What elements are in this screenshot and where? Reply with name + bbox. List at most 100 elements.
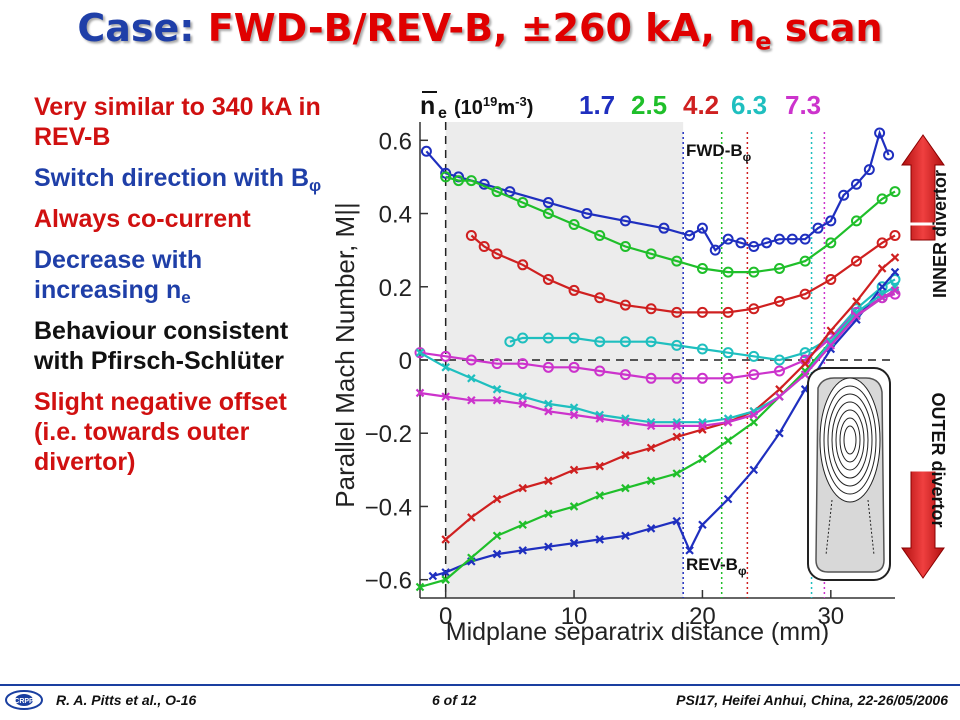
footer-author: R. A. Pitts et al., O-16 bbox=[56, 692, 197, 708]
data-point bbox=[621, 450, 630, 460]
data-point bbox=[621, 417, 630, 427]
data-point bbox=[420, 145, 432, 157]
data-point bbox=[542, 197, 554, 209]
bullet-6: Slight negative offset (i.e. towards out… bbox=[34, 387, 324, 477]
data-point bbox=[723, 494, 733, 504]
data-point bbox=[672, 516, 682, 526]
data-point bbox=[883, 149, 895, 161]
data-point bbox=[544, 476, 553, 486]
data-point bbox=[517, 197, 529, 209]
title-subscript: e bbox=[755, 27, 772, 56]
data-point bbox=[415, 348, 425, 357]
legend-unit-part: ) bbox=[527, 97, 534, 119]
series-fwd-b-2 bbox=[440, 171, 901, 278]
legend-value-1: 1.7 bbox=[579, 90, 615, 120]
data-point bbox=[698, 421, 707, 431]
annotation-subscript: φ bbox=[743, 150, 752, 164]
legend-value-4: 6.3 bbox=[731, 90, 767, 120]
data-point bbox=[696, 306, 708, 318]
data-point bbox=[645, 336, 657, 348]
y-axis-label: Parallel Mach Number, M|| bbox=[330, 202, 360, 507]
flux-surface bbox=[819, 377, 881, 503]
data-point bbox=[619, 369, 631, 381]
data-point bbox=[478, 240, 490, 252]
data-point bbox=[775, 392, 784, 401]
data-point bbox=[517, 259, 529, 271]
data-point bbox=[594, 292, 606, 304]
data-point bbox=[441, 575, 450, 584]
data-point bbox=[428, 571, 438, 581]
y-tick-label: 0.2 bbox=[379, 275, 412, 302]
series-fwd-b-1 bbox=[420, 127, 895, 256]
data-point bbox=[544, 509, 553, 519]
data-point bbox=[723, 436, 733, 445]
data-point bbox=[876, 193, 888, 205]
bullet-subscript: e bbox=[181, 288, 191, 307]
flux-surface bbox=[823, 385, 877, 495]
data-point bbox=[890, 253, 900, 262]
data-point bbox=[890, 286, 900, 295]
data-point bbox=[773, 354, 785, 366]
data-point bbox=[876, 281, 888, 293]
legend-subscript: e bbox=[438, 105, 447, 122]
data-point bbox=[773, 233, 785, 245]
data-point bbox=[825, 215, 837, 227]
svg-text:CRPP: CRPP bbox=[14, 698, 34, 705]
data-point bbox=[492, 395, 502, 405]
data-point bbox=[542, 332, 554, 344]
data-point bbox=[748, 240, 760, 252]
data-point bbox=[748, 303, 760, 315]
data-point bbox=[775, 385, 784, 394]
data-point bbox=[850, 215, 862, 227]
data-point bbox=[595, 461, 605, 471]
data-point bbox=[748, 350, 760, 362]
data-point bbox=[826, 341, 836, 350]
data-point bbox=[722, 233, 734, 245]
data-point bbox=[569, 502, 579, 511]
page-title: Case: FWD-B/REV-B, ±260 kA, ne scan bbox=[0, 2, 960, 68]
y-tick-label: −0.2 bbox=[365, 421, 412, 448]
data-point bbox=[492, 531, 502, 541]
data-point bbox=[799, 255, 811, 267]
density-legend: n e (1019m-3) 1.7 2.5 4.2 6.3 7.3 bbox=[420, 90, 821, 122]
data-point bbox=[517, 332, 529, 344]
data-point bbox=[877, 293, 887, 303]
data-point bbox=[414, 347, 426, 359]
data-point bbox=[645, 303, 657, 315]
series-rev-b-10 bbox=[415, 286, 900, 431]
bullet-text: Switch direction with B bbox=[34, 164, 310, 192]
data-point bbox=[877, 282, 887, 292]
data-point bbox=[852, 311, 861, 321]
data-point bbox=[672, 421, 682, 431]
data-point bbox=[569, 538, 579, 548]
data-point bbox=[568, 361, 580, 373]
data-point bbox=[671, 372, 683, 384]
outer-divertor-arrow-icon bbox=[901, 469, 945, 579]
annotation-rev-b: REV-Bφ bbox=[686, 555, 747, 578]
data-point bbox=[722, 372, 734, 384]
data-point bbox=[441, 568, 450, 577]
data-point bbox=[518, 520, 527, 530]
data-point bbox=[568, 332, 580, 344]
annotation-subscript: φ bbox=[738, 564, 747, 578]
title-prefix: Case: bbox=[77, 6, 195, 50]
data-point bbox=[467, 374, 476, 383]
data-point bbox=[465, 354, 477, 366]
data-point bbox=[799, 233, 811, 245]
data-point bbox=[799, 288, 811, 300]
data-point bbox=[890, 267, 900, 277]
legend-symbol: n bbox=[420, 92, 435, 120]
data-point bbox=[441, 535, 450, 544]
data-point bbox=[542, 361, 554, 373]
data-point bbox=[889, 186, 901, 198]
data-point bbox=[671, 255, 683, 267]
data-point bbox=[569, 403, 579, 412]
data-point bbox=[467, 395, 476, 405]
data-point bbox=[877, 264, 887, 273]
data-point bbox=[441, 363, 450, 372]
data-point bbox=[775, 428, 784, 438]
data-point bbox=[594, 230, 606, 242]
data-point bbox=[645, 248, 657, 260]
data-point bbox=[594, 336, 606, 348]
